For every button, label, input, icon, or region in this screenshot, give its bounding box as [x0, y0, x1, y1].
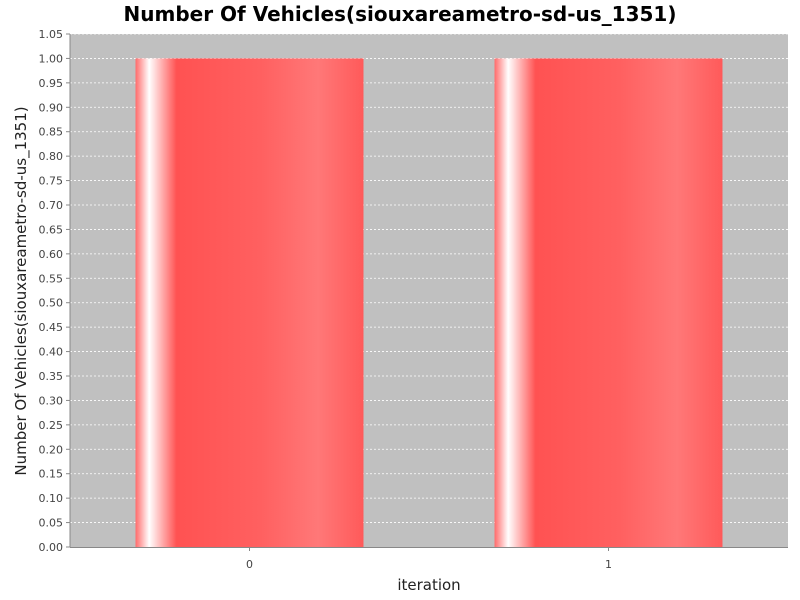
x-axis-label: iteration	[397, 576, 461, 594]
bars	[135, 58, 723, 548]
y-tick-label: 0.35	[39, 370, 64, 383]
y-tick-label: 0.25	[39, 419, 64, 432]
x-tick-label: 0	[246, 558, 253, 571]
x-tick-label: 1	[605, 558, 612, 571]
y-tick-label: 0.05	[39, 517, 64, 530]
y-tick-label: 1.05	[39, 28, 64, 41]
y-tick-label: 0.15	[39, 468, 64, 481]
axes: 0.00 0.05 0.10 0.15 0.20 0.25 0.30 0.35 0.40 0.45…	[39, 28, 788, 571]
y-tick-label: 0.55	[39, 272, 64, 285]
y-tick-label: 0.65	[39, 223, 64, 236]
y-tick-label: 0.95	[39, 77, 64, 90]
y-tick-label: 0.60	[39, 248, 64, 261]
y-tick-label: 0.00	[39, 541, 64, 554]
y-tick-label: 1.00	[39, 52, 64, 65]
y-tick-label: 0.40	[39, 346, 64, 359]
y-tick-label: 0.10	[39, 492, 64, 505]
y-tick-label: 0.70	[39, 199, 64, 212]
bar-0	[135, 58, 364, 548]
y-tick-label: 0.80	[39, 150, 64, 163]
y-tick-label: 0.45	[39, 321, 64, 334]
bar-1	[494, 58, 723, 548]
y-tick-label: 0.90	[39, 101, 64, 114]
y-tick-label: 0.85	[39, 126, 64, 139]
y-tick-label: 0.20	[39, 443, 64, 456]
y-tick-label: 0.75	[39, 175, 64, 188]
y-tick-label: 0.30	[39, 394, 64, 407]
chart-title: Number Of Vehicles(siouxareametro-sd-us_…	[123, 2, 677, 26]
y-tick-label: 0.50	[39, 297, 64, 310]
